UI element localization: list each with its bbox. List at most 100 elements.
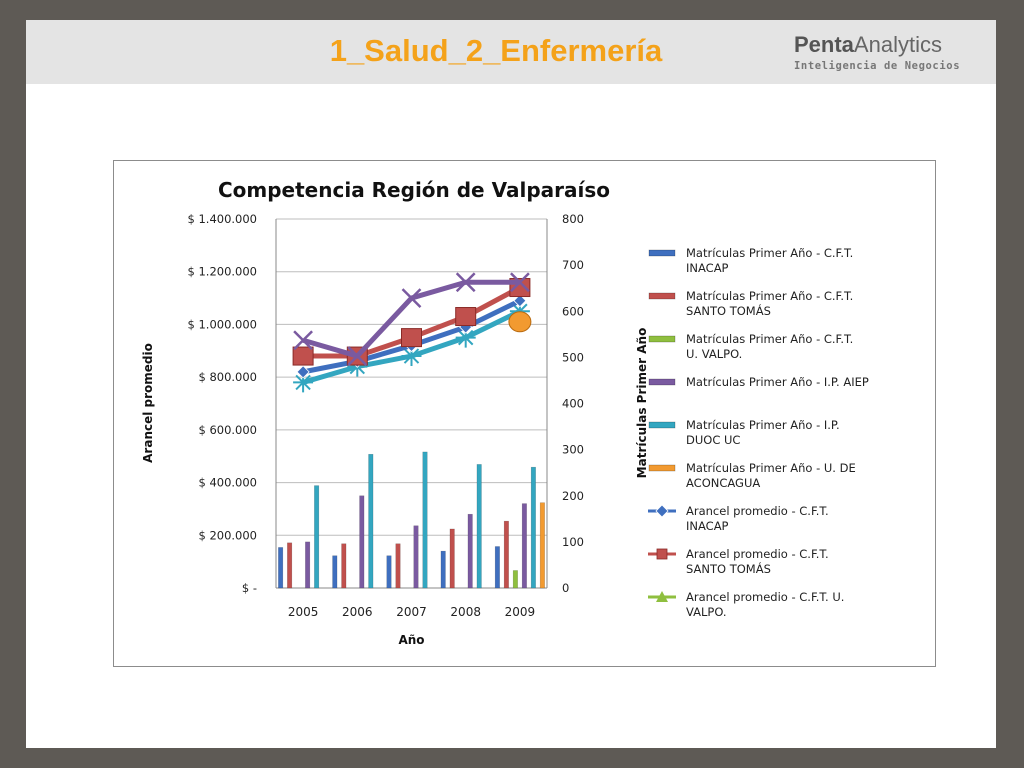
y-right-axis-title: Matrículas Primer Año xyxy=(635,328,649,479)
bar xyxy=(422,451,428,589)
y-right-tick-label: 400 xyxy=(562,397,584,411)
bar xyxy=(521,503,527,589)
bar xyxy=(476,464,482,589)
bar xyxy=(449,528,455,589)
line-marker xyxy=(508,311,532,333)
bar xyxy=(503,520,509,589)
legend-label: Arancel promedio - C.F.T. U. xyxy=(686,590,844,604)
y-right-tick-label: 200 xyxy=(562,489,584,503)
x-tick-label: 2006 xyxy=(342,605,373,619)
x-tick-label: 2007 xyxy=(396,605,427,619)
legend-label: INACAP xyxy=(686,519,729,533)
slide-title: 1_Salud_2_Enfermería xyxy=(329,33,663,68)
line-marker xyxy=(347,346,368,366)
y-right-tick-label: 300 xyxy=(562,443,584,457)
pentaanalytics-logo: PentaAnalytics Inteligencia de Negocios xyxy=(794,32,984,80)
y-right-tick-label: 0 xyxy=(562,581,569,595)
x-tick-label: 2005 xyxy=(288,605,319,619)
y-left-tick-label: $ 1.200.000 xyxy=(188,265,258,279)
bar xyxy=(341,543,347,589)
bar xyxy=(368,453,374,589)
logo-tagline: Inteligencia de Negocios xyxy=(794,60,961,72)
bar xyxy=(494,546,500,589)
legend-label: Matrículas Primer Año - C.F.T. xyxy=(686,246,853,260)
y-right-tick-label: 700 xyxy=(562,258,584,272)
legend-label: INACAP xyxy=(686,261,729,275)
line-marker xyxy=(509,301,530,322)
bar xyxy=(314,485,320,589)
y-right-tick-label: 800 xyxy=(562,212,584,226)
line-marker xyxy=(510,272,530,293)
legend-item: Arancel promedio - C.F.T.INACAP xyxy=(648,504,829,533)
bar xyxy=(512,570,518,589)
y-left-tick-label: $ 200.000 xyxy=(198,528,257,542)
legend-swatch xyxy=(648,421,676,429)
y-right-tick-label: 500 xyxy=(562,350,584,364)
y-left-tick-label: $ 800.000 xyxy=(198,370,257,384)
legend-item: Arancel promedio - C.F.T. U.VALPO. xyxy=(648,590,844,619)
x-tick-label: 2009 xyxy=(505,605,536,619)
bar xyxy=(287,542,293,589)
legend-label: Matrículas Primer Año - I.P. AIEP xyxy=(686,375,869,389)
legend-label: SANTO TOMÁS xyxy=(686,303,771,318)
logo-name: PentaAnalytics xyxy=(794,32,984,58)
legend-item: Matrículas Primer Año - I.P.DUOC UC xyxy=(648,418,840,447)
x-axis-title: Año xyxy=(398,633,424,647)
legend-swatch xyxy=(648,464,676,472)
bar xyxy=(530,466,536,589)
bar xyxy=(413,525,419,589)
legend-swatch xyxy=(648,378,676,386)
line-marker xyxy=(455,272,476,293)
slide-header: 1_Salud_2_Enfermería PentaAnalytics Inte… xyxy=(26,20,996,84)
legend-label: Matrículas Primer Año - C.F.T. xyxy=(686,332,853,346)
bar xyxy=(395,543,401,589)
legend-item: Arancel promedio - C.F.T.SANTO TOMÁS xyxy=(648,547,829,576)
legend-label: VALPO. xyxy=(686,605,727,619)
line-marker xyxy=(401,346,422,367)
y-right-tick-label: 100 xyxy=(562,535,584,549)
y-left-tick-label: $ - xyxy=(242,581,257,595)
bar xyxy=(467,513,473,589)
legend-item: Matrículas Primer Año - C.F.T.U. VALPO. xyxy=(648,332,853,361)
legend-marker xyxy=(656,591,668,602)
line-marker xyxy=(293,372,314,393)
legend-swatch xyxy=(648,249,676,257)
y-left-tick-label: $ 1.000.000 xyxy=(188,317,258,331)
chart-svg: Competencia Región de Valparaíso $ - $ 200… xyxy=(141,178,869,647)
legend-marker xyxy=(656,548,668,560)
slide: 1_Salud_2_Enfermería PentaAnalytics Inte… xyxy=(26,20,996,748)
legend-swatch xyxy=(648,292,676,300)
x-tick-label: 2008 xyxy=(450,605,481,619)
chart-title: Competencia Región de Valparaíso xyxy=(218,178,610,202)
line-marker xyxy=(292,346,314,366)
y-right-tick-label: 600 xyxy=(562,304,584,318)
chart-frame: Competencia Región de Valparaíso $ - $ 200… xyxy=(113,160,936,667)
legend-label: DUOC UC xyxy=(686,433,740,447)
legend-label: U. VALPO. xyxy=(686,347,742,361)
legend-label: Matrículas Primer Año - I.P. xyxy=(686,418,840,432)
bar xyxy=(332,555,338,589)
legend-swatch xyxy=(648,335,676,343)
line-marker xyxy=(455,327,476,348)
legend-label: Matrículas Primer Año - U. DE xyxy=(686,461,856,475)
line-marker xyxy=(401,328,422,348)
bar xyxy=(278,547,284,589)
legend-item: Matrículas Primer Año - I.P. AIEP xyxy=(648,375,869,389)
line-marker xyxy=(296,365,310,379)
y-left-tick-label: $ 600.000 xyxy=(198,423,257,437)
legend-label: SANTO TOMÁS xyxy=(686,561,771,576)
legend-label: ACONCAGUA xyxy=(686,476,760,490)
line-marker xyxy=(455,307,477,327)
legend-marker xyxy=(655,504,669,518)
legend-label: Arancel promedio - C.F.T. xyxy=(686,504,829,518)
bar xyxy=(386,555,392,589)
bar xyxy=(440,550,446,589)
y-left-tick-label: $ 400.000 xyxy=(198,476,257,490)
legend-item: Matrículas Primer Año - C.F.T.SANTO TOMÁ… xyxy=(648,289,853,318)
bar xyxy=(539,502,545,589)
line-marker xyxy=(293,330,313,351)
logo-name-regular: Analytics xyxy=(853,32,942,57)
legend-label: Arancel promedio - C.F.T. xyxy=(686,547,829,561)
logo-name-bold: Penta xyxy=(794,32,854,57)
